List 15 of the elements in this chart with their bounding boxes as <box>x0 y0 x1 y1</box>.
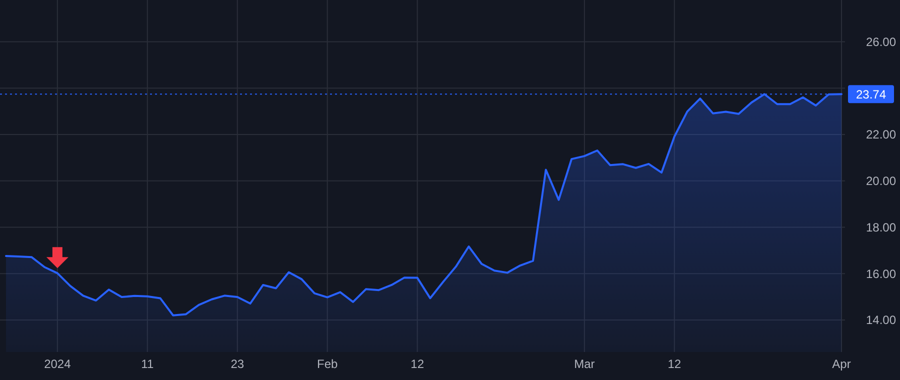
x-tick-label: Feb <box>317 357 338 371</box>
x-tick-label: Apr <box>832 357 851 371</box>
x-tick-label: 11 <box>141 357 154 371</box>
y-tick-label: 18.00 <box>866 220 896 234</box>
x-tick-label: Mar <box>574 357 595 371</box>
y-tick-label: 20.00 <box>866 174 896 188</box>
ref-line-label: 23.74 <box>856 87 886 102</box>
y-tick-label: 26.00 <box>866 34 896 49</box>
x-tick-label: 23 <box>230 357 244 371</box>
y-tick-label: 16.00 <box>866 266 896 281</box>
x-tick-label: 2024 <box>44 357 72 371</box>
y-tick-label: 22.00 <box>866 128 896 142</box>
x-tick-label: 12 <box>410 357 424 371</box>
x-tick-label: 12 <box>668 357 682 371</box>
y-tick-label: 14.00 <box>866 313 896 328</box>
